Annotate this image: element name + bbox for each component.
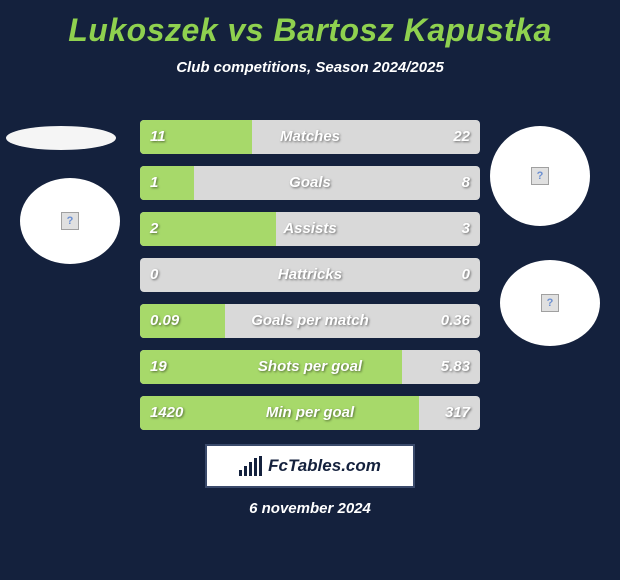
stat-row: 2Assists3 xyxy=(140,212,480,246)
stat-row: 19Shots per goal5.83 xyxy=(140,350,480,384)
stat-label: Hattricks xyxy=(140,258,480,292)
logo-bars-icon xyxy=(239,456,262,476)
stat-value-right: 22 xyxy=(453,120,470,154)
stat-row: 1420Min per goal317 xyxy=(140,396,480,430)
footer-logo[interactable]: FcTables.com xyxy=(205,444,415,488)
footer-date: 6 november 2024 xyxy=(0,500,620,517)
stat-value-right: 5.83 xyxy=(441,350,470,384)
stat-value-right: 3 xyxy=(462,212,470,246)
placeholder-icon: ? xyxy=(531,167,549,185)
stat-row: 11Matches22 xyxy=(140,120,480,154)
stats-comparison: 11Matches22 1Goals8 2Assists3 0Hattricks0 0.… xyxy=(140,120,480,442)
stat-value-right: 0.36 xyxy=(441,304,470,338)
player-left-badge: ? xyxy=(20,178,120,264)
stat-label: Shots per goal xyxy=(140,350,480,384)
stat-value-right: 317 xyxy=(445,396,470,430)
stat-label: Matches xyxy=(140,120,480,154)
player-right-photo: ? xyxy=(490,126,590,226)
stat-row: 0.09Goals per match0.36 xyxy=(140,304,480,338)
stat-row: 1Goals8 xyxy=(140,166,480,200)
page-title: Lukoszek vs Bartosz Kapustka xyxy=(0,0,620,49)
placeholder-icon: ? xyxy=(541,294,559,312)
stat-row: 0Hattricks0 xyxy=(140,258,480,292)
stat-label: Goals per match xyxy=(140,304,480,338)
stat-value-right: 8 xyxy=(462,166,470,200)
footer-logo-text: FcTables.com xyxy=(268,456,381,476)
player-right-badge: ? xyxy=(500,260,600,346)
player-left-ellipse xyxy=(6,126,116,150)
stat-label: Min per goal xyxy=(140,396,480,430)
stat-value-right: 0 xyxy=(462,258,470,292)
stat-label: Goals xyxy=(140,166,480,200)
page-subtitle: Club competitions, Season 2024/2025 xyxy=(0,59,620,76)
placeholder-icon: ? xyxy=(61,212,79,230)
stat-label: Assists xyxy=(140,212,480,246)
